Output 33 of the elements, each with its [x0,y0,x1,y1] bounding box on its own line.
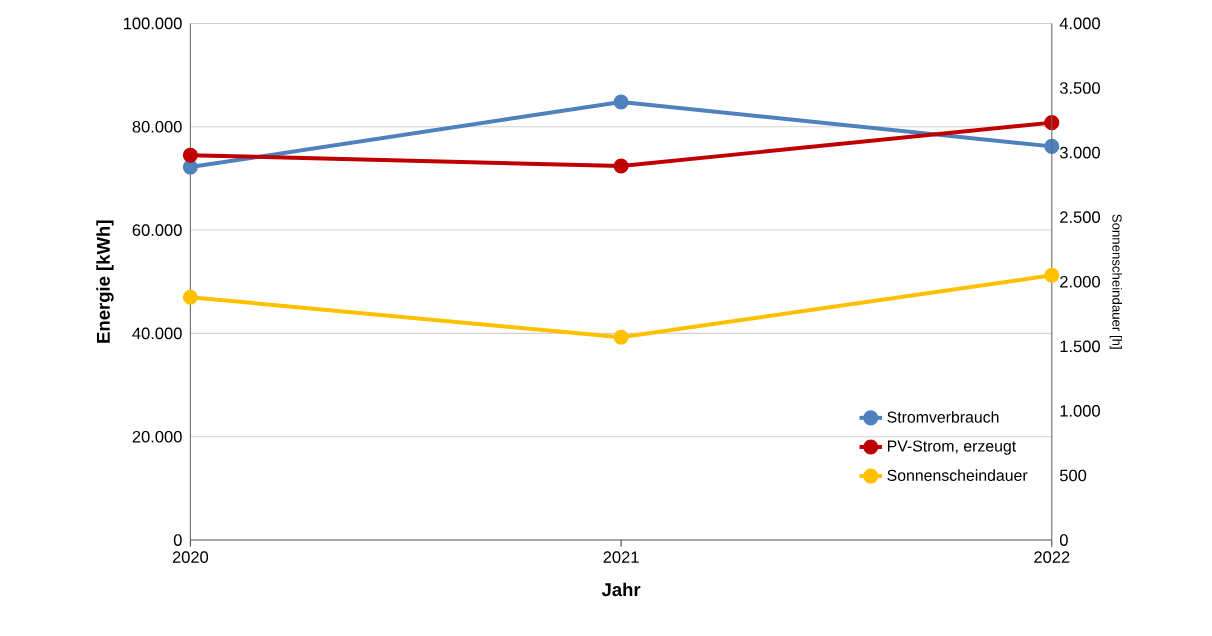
y2-tick-label: 0 [1059,534,1068,546]
y2-tick-label: 500 [1059,469,1087,482]
point [613,94,629,110]
y2-tick-label: 3.000 [1059,146,1100,159]
y-tick-label: 60.000 [132,224,182,236]
y-tick-label: 0 [173,534,182,546]
y-tick-label: 40.000 [132,327,182,340]
legend-label: Stromverbrauch [887,411,999,423]
x-axis-title: Jahr [601,582,641,597]
point [182,289,198,305]
point [182,159,198,175]
y2-tick-label: 1.500 [1060,340,1100,353]
legend-label: Sonnenscheindauer [887,469,1028,481]
y-tick-label: 100.000 [123,17,182,30]
point [1044,115,1060,131]
y2-tick-label: 1.000 [1060,404,1100,417]
legend-label: PV-Strom, erzeugt [887,440,1017,455]
y2-tick-label: 2.500 [1060,211,1100,223]
y-tick-label: 80.000 [132,120,182,133]
x-tick-label: 2020 [172,551,209,563]
y2-tick-label: 4.000 [1059,17,1100,30]
y2-tick-label: 3.500 [1059,82,1100,94]
x-tick-label: 2021 [603,551,639,563]
x-tick-label: 2022 [1034,551,1070,563]
y2-axis-title: Sonnenscheindauer [h] [1109,214,1123,349]
y-tick-label: 20.000 [132,430,182,443]
point [1044,138,1060,154]
y-axis-title: Energie [kWh] [96,220,114,343]
point [613,158,629,174]
point [613,329,629,345]
point [182,147,198,163]
point [1044,267,1060,283]
y2-tick-label: 2.000 [1060,275,1100,288]
